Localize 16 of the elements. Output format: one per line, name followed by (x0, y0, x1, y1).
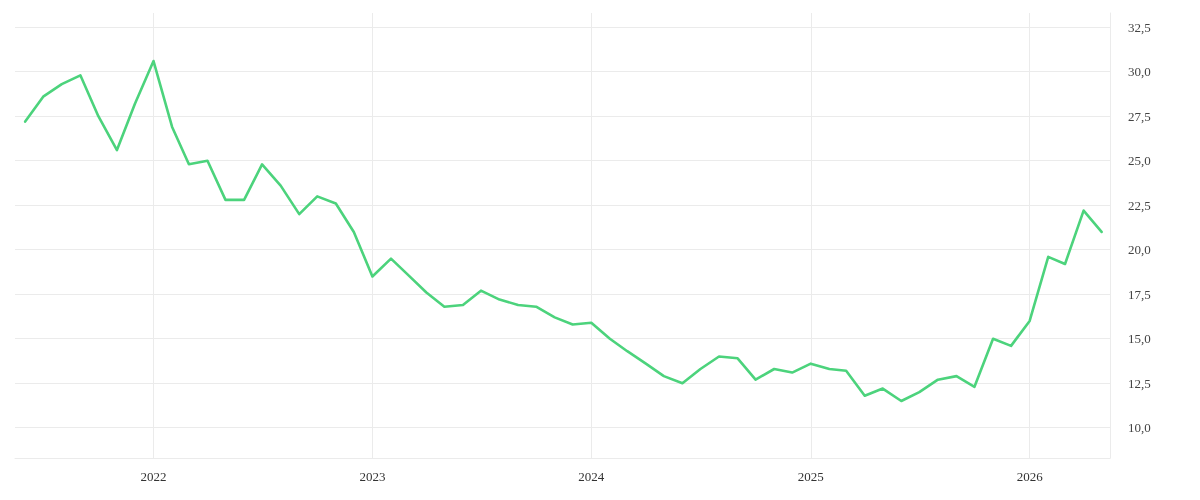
y-tick-label: 25,0 (1128, 153, 1151, 169)
y-tick-label: 15,0 (1128, 331, 1151, 347)
x-tick-label: 2024 (578, 469, 605, 484)
x-tick-label: 2022 (140, 469, 167, 484)
x-tick-label: 2025 (797, 469, 824, 484)
x-tick-label: 2026 (1016, 469, 1044, 484)
line-series (23, 59, 1103, 403)
y-tick-label: 12,5 (1128, 375, 1151, 391)
x-tick-label: 2023 (359, 469, 386, 484)
y-tick-label: 10,0 (1128, 420, 1151, 436)
y-tick-label: 20,0 (1128, 242, 1151, 258)
y-tick-label: 30,0 (1128, 64, 1151, 80)
y-tick-label: 27,5 (1128, 108, 1151, 124)
y-tick-label: 17,5 (1128, 286, 1151, 302)
y-tick-label: 22,5 (1128, 197, 1151, 213)
y-tick-label: 32,5 (1128, 19, 1151, 35)
